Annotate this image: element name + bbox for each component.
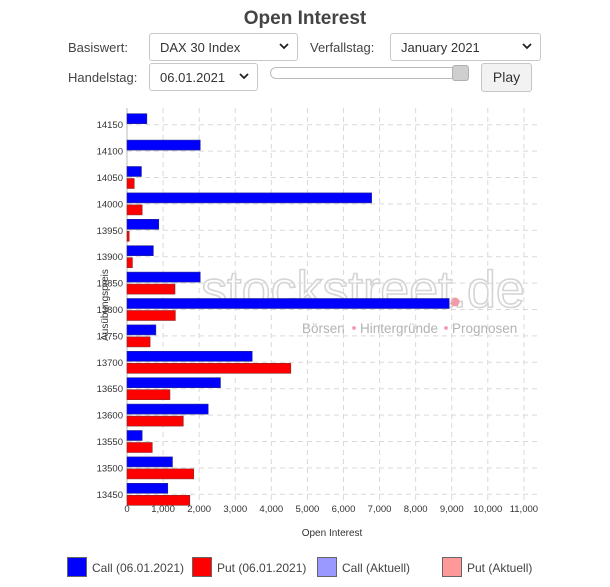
basiswert-label: Basiswert:: [68, 40, 128, 55]
y-tick-label: 13700: [97, 358, 123, 369]
play-button[interactable]: Play: [481, 63, 532, 92]
y-tick-label: 14100: [97, 147, 123, 158]
x-tick-label: 4,000: [259, 504, 283, 515]
bar-call: [126, 456, 173, 468]
basiswert-select[interactable]: DAX 30 Index: [149, 33, 298, 61]
legend-swatch: [192, 557, 212, 577]
basiswert-value: DAX 30 Index: [160, 40, 241, 55]
x-tick-label: 5,000: [296, 504, 320, 515]
watermark-tagline-3: Prognosen: [452, 321, 517, 336]
watermark-dot: [444, 326, 448, 330]
bar-put: [126, 336, 151, 348]
legend-label: Call (Aktuell): [342, 561, 411, 575]
bar-put: [126, 231, 130, 242]
y-tick-label: 13600: [97, 411, 123, 422]
handelstag-value: 06.01.2021: [160, 70, 226, 85]
y-tick-label: 13450: [97, 490, 123, 501]
page-title: Open Interest: [243, 8, 367, 29]
y-tick-label: 14050: [97, 173, 123, 184]
x-tick-label: 10,000: [473, 504, 502, 515]
handelstag-select[interactable]: 06.01.2021: [149, 63, 258, 91]
chevron-down-icon: [239, 73, 249, 80]
y-tick-label: 13950: [97, 226, 123, 237]
bar-put: [126, 442, 153, 453]
bar-call: [126, 271, 201, 283]
x-tick-label: 6,000: [332, 504, 356, 515]
legend-swatch: [317, 557, 337, 577]
x-axis-label: Open Interest: [302, 528, 363, 539]
bar-put: [126, 178, 135, 189]
y-tick-label: 13550: [97, 437, 123, 448]
y-axis-label: Ausübungspreis: [100, 269, 111, 341]
verfallstag-label: Verfallstag:: [310, 40, 375, 55]
bar-put: [126, 468, 195, 480]
x-tick-label: 0: [124, 504, 129, 515]
y-tick-label: 13800: [97, 305, 123, 316]
bar-put: [126, 257, 133, 269]
bar-put: [126, 283, 176, 295]
y-tick-label: 13500: [97, 463, 123, 474]
bar-call: [126, 219, 160, 230]
chart-bars: [126, 113, 450, 506]
open-interest-chart: stockstreet.de Börsen Hintergründe Progn…: [97, 108, 538, 539]
bar-call: [126, 245, 154, 256]
x-tick-label: 9,000: [440, 504, 464, 515]
x-tick-label: 11,000: [510, 504, 538, 515]
bar-call: [126, 403, 209, 415]
legend-label: Call (06.01.2021): [92, 561, 185, 575]
bar-call: [126, 482, 169, 494]
bar-put: [126, 362, 292, 374]
bar-call: [126, 192, 372, 204]
verfallstag-value: January 2021: [401, 40, 480, 55]
bar-call: [126, 113, 148, 124]
y-tick-label: 13900: [97, 252, 123, 263]
watermark-dot: [450, 297, 460, 307]
x-tick-labels: 0 1,000 2,000 3,000 4,000 5,000 6,000 7,000 8,00…: [124, 504, 538, 515]
bar-put: [126, 204, 143, 216]
bar-call: [126, 350, 253, 362]
bar-put: [126, 310, 176, 321]
y-tick-label: 14000: [97, 199, 123, 210]
legend-swatch: [442, 557, 462, 577]
watermark-dot: [352, 326, 356, 330]
watermark-tagline-2: Hintergründe: [360, 321, 438, 336]
bar-call: [126, 139, 201, 151]
x-tick-label: 2,000: [187, 504, 211, 515]
chevron-down-icon: [279, 43, 289, 50]
bar-call: [126, 377, 221, 389]
legend-label: Put (Aktuell): [467, 561, 533, 575]
y-tick-labels: 14150 14100 14050 14000 13950 13900 13850 13800…: [97, 120, 123, 501]
chart-grid: [126, 108, 538, 504]
chevron-down-icon: [522, 43, 532, 50]
bar-call: [126, 298, 450, 309]
y-tick-label: 13750: [97, 331, 123, 342]
x-tick-label: 1,000: [151, 504, 175, 515]
date-slider-handle[interactable]: [452, 65, 469, 81]
legend-label: Put (06.01.2021): [217, 561, 307, 575]
bar-call: [126, 166, 142, 177]
bar-put: [126, 494, 191, 506]
verfallstag-select[interactable]: January 2021: [390, 33, 541, 61]
x-tick-label: 8,000: [404, 504, 428, 515]
x-tick-label: 7,000: [368, 504, 392, 515]
watermark-brand: stockstreet.de: [201, 261, 525, 319]
handelstag-label: Handelstag:: [68, 70, 138, 85]
y-tick-label: 13650: [97, 384, 123, 395]
y-tick-label: 14150: [97, 120, 123, 131]
watermark-tagline-1: Börsen: [302, 321, 345, 336]
x-tick-label: 3,000: [223, 504, 247, 515]
bar-put: [126, 415, 184, 427]
bar-call: [126, 430, 143, 441]
y-tick-label: 13850: [97, 279, 123, 290]
bar-call: [126, 324, 157, 336]
bar-put: [126, 389, 171, 401]
legend-swatch: [67, 557, 87, 577]
